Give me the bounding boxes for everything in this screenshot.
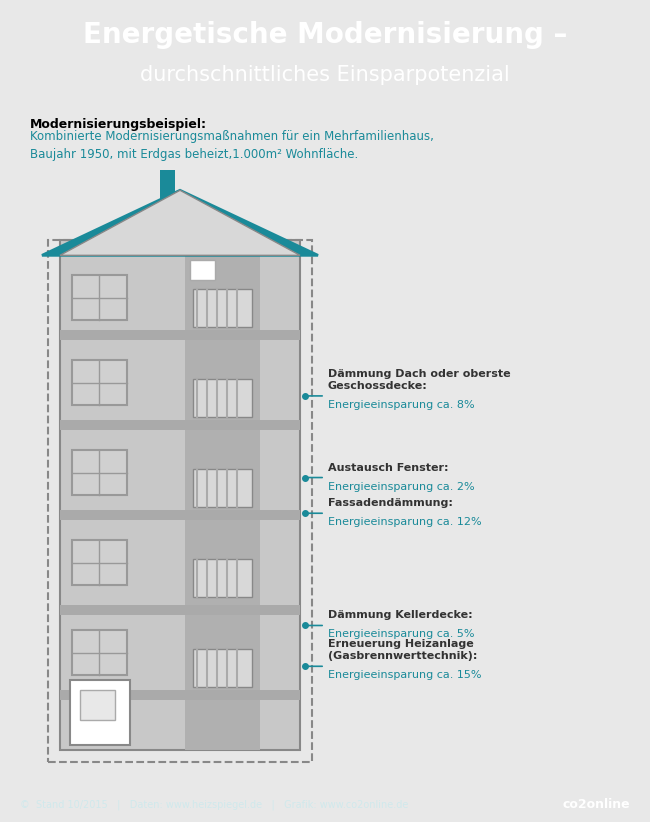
Bar [48,240,312,763]
Bar [60,690,300,700]
Text: Energieeinsparung ca. 2%: Energieeinsparung ca. 2% [328,482,474,492]
Bar [70,681,130,746]
Text: Dämmung Dach oder oberste
Geschossdecke:: Dämmung Dach oder oberste Geschossdecke: [328,368,511,391]
Polygon shape [42,191,318,256]
Text: Modernisierungsbeispiel:: Modernisierungsbeispiel: [30,118,207,132]
Bar [193,649,252,687]
Bar [193,289,252,327]
Text: ©  Stand 10/2015   |   Daten: www.heizspiegel.de   |   Grafik: www.co2online.de: © Stand 10/2015 | Daten: www.heizspiegel… [20,800,408,810]
FancyBboxPatch shape [72,630,127,676]
Text: Energetische Modernisierung –: Energetische Modernisierung – [83,21,567,49]
Bar [160,170,175,219]
Bar [60,330,300,340]
Text: Kombinierte Modernisierungsmaßnahmen für ein Mehrfamilienhaus,
Baujahr 1950, mit: Kombinierte Modernisierungsmaßnahmen für… [30,131,434,161]
Bar [60,606,300,616]
Bar [80,690,115,720]
Text: co2online: co2online [563,798,630,811]
Bar [60,420,300,431]
Bar [193,380,252,418]
Text: Fassadendämmung:: Fassadendämmung: [328,498,453,508]
Bar [190,261,215,280]
Text: Dämmung Kellerdecke:: Dämmung Kellerdecke: [328,611,473,621]
FancyBboxPatch shape [72,540,127,585]
FancyBboxPatch shape [72,275,127,321]
FancyBboxPatch shape [72,360,127,405]
Text: Energieeinsparung ca. 5%: Energieeinsparung ca. 5% [328,630,474,640]
Text: Erneuerung Heizanlage
(Gasbrennwerttechnik):: Erneuerung Heizanlage (Gasbrennwerttechn… [328,639,477,661]
Bar [60,240,300,750]
Bar [185,240,260,750]
Text: Energieeinsparung ca. 8%: Energieeinsparung ca. 8% [328,400,474,410]
Text: Austausch Fenster:: Austausch Fenster: [328,463,448,473]
Bar [193,560,252,598]
Bar [193,469,252,507]
Polygon shape [60,191,300,256]
Text: Energieeinsparung ca. 12%: Energieeinsparung ca. 12% [328,517,482,527]
Text: Energieeinsparung ca. 15%: Energieeinsparung ca. 15% [328,670,482,681]
Text: durchschnittliches Einsparpotenzial: durchschnittliches Einsparpotenzial [140,65,510,85]
FancyBboxPatch shape [72,450,127,496]
Bar [60,510,300,520]
